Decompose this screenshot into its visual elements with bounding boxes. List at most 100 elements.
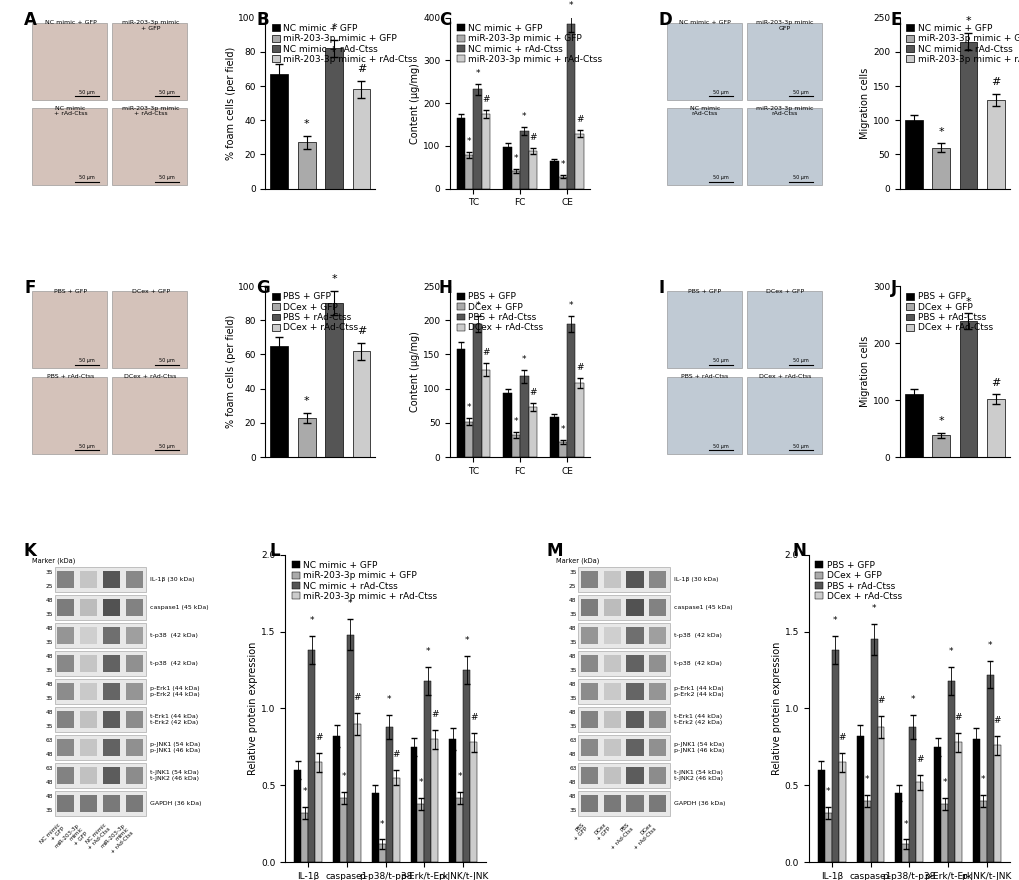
Bar bbox=[931, 436, 949, 457]
Text: *: * bbox=[560, 160, 565, 169]
Bar bbox=[410, 747, 417, 862]
Text: 35: 35 bbox=[569, 570, 576, 575]
Text: *: * bbox=[560, 425, 565, 434]
Bar bbox=[603, 711, 621, 728]
Bar bbox=[57, 766, 74, 784]
Text: *: * bbox=[864, 775, 868, 784]
Text: t-p38  (42 kDa): t-p38 (42 kDa) bbox=[673, 633, 720, 638]
Text: *: * bbox=[304, 119, 309, 128]
Text: t-JNK1 (54 kDa)
t-JNK2 (46 kDa): t-JNK1 (54 kDa) t-JNK2 (46 kDa) bbox=[673, 770, 721, 781]
Text: 48: 48 bbox=[569, 710, 576, 715]
Text: 48: 48 bbox=[569, 682, 576, 687]
Text: 48: 48 bbox=[569, 780, 576, 785]
Text: 48: 48 bbox=[46, 780, 53, 785]
Text: 48: 48 bbox=[46, 710, 53, 715]
Bar bbox=[463, 670, 470, 862]
Text: p-Erk1 (44 kDa)
p-Erk2 (44 kDa): p-Erk1 (44 kDa) p-Erk2 (44 kDa) bbox=[150, 686, 200, 697]
Bar bbox=[931, 148, 949, 188]
Text: 48: 48 bbox=[46, 654, 53, 659]
Bar bbox=[578, 623, 669, 648]
Text: DCex + rAd-Ctss: DCex + rAd-Ctss bbox=[758, 374, 810, 379]
Bar bbox=[520, 377, 528, 457]
Bar bbox=[666, 291, 741, 368]
Bar bbox=[308, 650, 315, 862]
Bar bbox=[112, 108, 187, 185]
Bar bbox=[125, 570, 143, 588]
Bar bbox=[417, 804, 424, 862]
Bar bbox=[941, 804, 947, 862]
Text: 48: 48 bbox=[46, 598, 53, 603]
Text: *: * bbox=[331, 23, 336, 33]
Text: #: # bbox=[470, 714, 477, 722]
Bar bbox=[57, 655, 74, 672]
Bar bbox=[448, 739, 455, 862]
Text: #: # bbox=[876, 696, 883, 706]
Text: NC mimic
+ GFP: NC mimic + GFP bbox=[39, 823, 65, 849]
Bar bbox=[79, 766, 97, 784]
Bar bbox=[57, 598, 74, 616]
Bar bbox=[103, 655, 120, 672]
Bar bbox=[603, 683, 621, 700]
Bar bbox=[649, 598, 665, 616]
Text: I: I bbox=[658, 279, 664, 297]
Bar bbox=[339, 798, 346, 862]
Text: 35: 35 bbox=[46, 612, 53, 617]
Bar bbox=[626, 711, 643, 728]
Bar bbox=[649, 766, 665, 784]
Text: *: * bbox=[347, 599, 353, 608]
Text: *: * bbox=[464, 636, 469, 645]
Text: 35: 35 bbox=[569, 668, 576, 673]
Bar bbox=[580, 766, 597, 784]
Bar bbox=[112, 23, 187, 99]
Text: 63: 63 bbox=[569, 738, 576, 743]
Bar bbox=[580, 627, 597, 644]
Bar bbox=[502, 393, 512, 457]
Bar bbox=[626, 655, 643, 672]
Text: *: * bbox=[910, 695, 914, 704]
Text: *: * bbox=[965, 297, 970, 306]
Bar bbox=[57, 627, 74, 644]
Bar bbox=[578, 651, 669, 676]
Bar bbox=[465, 422, 473, 457]
Bar bbox=[985, 675, 993, 862]
Text: *: * bbox=[514, 153, 518, 163]
Bar bbox=[578, 679, 669, 704]
Text: 48: 48 bbox=[569, 654, 576, 659]
Bar bbox=[125, 627, 143, 644]
Text: #: # bbox=[529, 133, 536, 142]
Bar bbox=[666, 377, 741, 454]
Bar bbox=[626, 570, 643, 588]
Bar bbox=[301, 813, 308, 862]
Bar bbox=[57, 795, 74, 812]
Text: 50 μm: 50 μm bbox=[78, 358, 95, 363]
Text: 50 μm: 50 μm bbox=[712, 90, 729, 94]
Bar bbox=[603, 655, 621, 672]
Text: #: # bbox=[354, 693, 361, 702]
Bar bbox=[626, 598, 643, 616]
Text: IL-1β (30 kDa): IL-1β (30 kDa) bbox=[150, 576, 195, 582]
Legend: NC mimic + GFP, miR-203-3p mimic + GFP, NC mimic + rAd-Ctss, miR-203-3p mimic + : NC mimic + GFP, miR-203-3p mimic + GFP, … bbox=[904, 22, 1019, 66]
Text: 25: 25 bbox=[569, 583, 576, 589]
Text: 48: 48 bbox=[46, 794, 53, 799]
Text: 35: 35 bbox=[569, 696, 576, 700]
Text: 63: 63 bbox=[569, 766, 576, 771]
Bar bbox=[876, 727, 883, 862]
Text: #: # bbox=[529, 388, 536, 397]
Bar bbox=[528, 151, 537, 188]
Text: 50 μm: 50 μm bbox=[712, 444, 729, 449]
Bar bbox=[79, 711, 97, 728]
Legend: PBS + GFP, DCex + GFP, PBS + rAd-Ctss, DCex + rAd-Ctss: PBS + GFP, DCex + GFP, PBS + rAd-Ctss, D… bbox=[454, 290, 544, 334]
Bar bbox=[103, 711, 120, 728]
Text: t-Erk1 (44 kDa)
t-Erk2 (42 kDa): t-Erk1 (44 kDa) t-Erk2 (42 kDa) bbox=[150, 714, 198, 725]
Text: #: # bbox=[990, 378, 1000, 387]
Bar bbox=[895, 793, 902, 862]
Legend: NC mimic + GFP, miR-203-3p mimic + GFP, NC mimic + rAd-Ctss, miR-203-3p mimic + : NC mimic + GFP, miR-203-3p mimic + GFP, … bbox=[289, 559, 439, 603]
Bar bbox=[392, 778, 399, 862]
Bar bbox=[385, 727, 392, 862]
Legend: PBS + GFP, DCex + GFP, PBS + rAd-Ctss, DCex + rAd-Ctss: PBS + GFP, DCex + GFP, PBS + rAd-Ctss, D… bbox=[812, 559, 903, 603]
Bar bbox=[558, 177, 567, 188]
Text: D: D bbox=[658, 11, 672, 29]
Text: #: # bbox=[993, 716, 1000, 725]
Text: L: L bbox=[269, 542, 279, 561]
Text: *: * bbox=[949, 647, 953, 656]
